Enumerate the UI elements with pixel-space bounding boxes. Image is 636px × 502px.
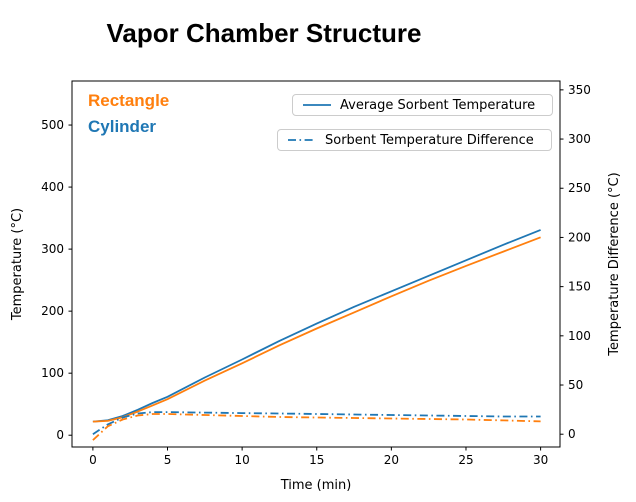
annotation-rectangle: Rectangle [88, 91, 170, 110]
y-right-tick-label: 100 [568, 329, 591, 343]
legend-average-temperature: Average Sorbent Temperature [292, 94, 553, 116]
y-left-tick-label: 200 [41, 304, 64, 318]
x-tick-label: 5 [164, 453, 172, 467]
annotation-cylinder: Cylinder [88, 117, 157, 136]
y-axis-right-ticks: 0 50 100 150 200 250 300 350 [560, 83, 591, 441]
chart-title: Vapor Chamber Structure [106, 18, 422, 48]
y-right-tick-label: 200 [568, 230, 591, 244]
structure-annotations: Rectangle Cylinder [88, 88, 169, 140]
legend-solid-line-icon [303, 104, 331, 106]
y-right-tick-label: 250 [568, 181, 591, 195]
y-left-tick-label: 300 [41, 242, 64, 256]
y-axis-left-label: Temperature (°C) [10, 208, 25, 321]
plot-frame [71, 80, 561, 448]
y-right-tick-label: 150 [568, 280, 591, 294]
y-axis-left-ticks: 0 100 200 300 400 500 [41, 118, 72, 442]
x-axis-ticks: 0 5 10 15 20 25 30 [89, 447, 548, 467]
legend-label-average: Average Sorbent Temperature [340, 97, 536, 113]
x-tick-label: 0 [89, 453, 97, 467]
x-tick-label: 30 [533, 453, 548, 467]
x-axis-label: Time (min) [280, 478, 352, 493]
series-line-cylinder-sorbent-temperature-difference [92, 411, 541, 435]
x-tick-label: 25 [458, 453, 473, 467]
y-axis-right-label: Temperature Difference (°C) [607, 172, 622, 356]
x-tick-label: 20 [384, 453, 399, 467]
legend-dashdot-line-icon [288, 139, 316, 141]
y-left-tick-label: 500 [41, 118, 64, 132]
y-right-tick-label: 50 [568, 378, 583, 392]
y-left-tick-label: 400 [41, 180, 64, 194]
series-line-cylinder-average-sorbent-temperature [92, 229, 541, 423]
data-series [92, 229, 541, 441]
y-right-tick-label: 350 [568, 83, 591, 97]
legend-temperature-difference: Sorbent Temperature Difference [277, 129, 552, 151]
y-right-tick-label: 300 [568, 132, 591, 146]
y-left-tick-label: 100 [41, 366, 64, 380]
series-line-rectangle-average-sorbent-temperature [92, 236, 541, 423]
y-right-tick-label: 0 [568, 427, 576, 441]
x-tick-label: 15 [309, 453, 324, 467]
legend-label-difference: Sorbent Temperature Difference [325, 132, 534, 148]
x-tick-label: 10 [234, 453, 249, 467]
series-line-rectangle-sorbent-temperature-difference [92, 413, 541, 441]
y-left-tick-label: 0 [56, 428, 64, 442]
